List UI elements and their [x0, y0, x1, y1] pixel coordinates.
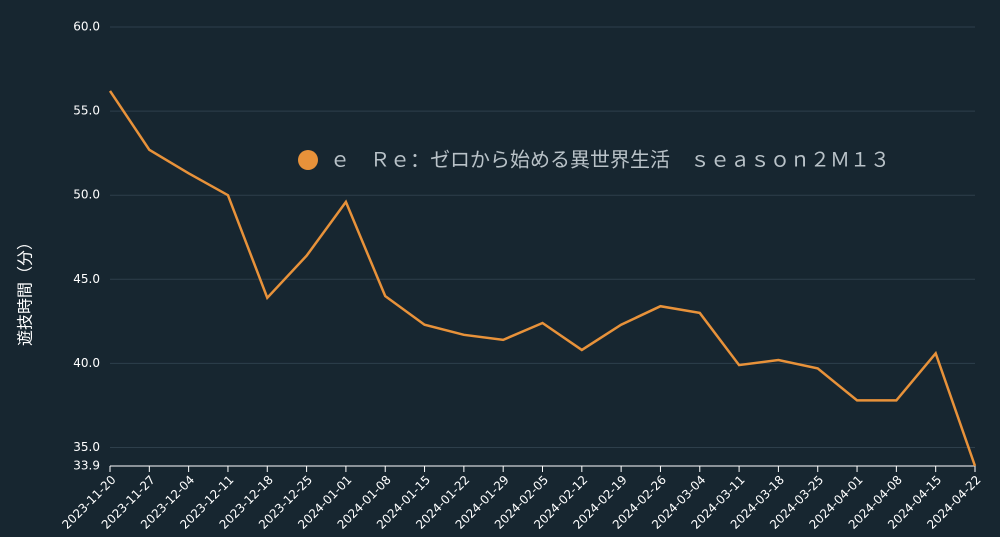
legend-marker	[298, 150, 318, 170]
y-tick-label: 50.0	[73, 188, 100, 202]
y-axis-label: 遊技時間（分）	[16, 234, 35, 346]
y-tick-label: 35.0	[73, 440, 100, 454]
line	[108, 90, 977, 467]
y-tick-label: 40.0	[73, 356, 100, 370]
legend-label: ｅ Ｒｅ：ゼロから始める異世界生活 ｓｅａｓｏｎ２Ｍ１３	[330, 148, 890, 172]
y-tick-label: 55.0	[73, 104, 100, 118]
y-tick-label: 60.0	[73, 20, 100, 34]
y-tick-label: 33.9	[73, 459, 100, 473]
y-tick-label: 45.0	[73, 272, 100, 286]
